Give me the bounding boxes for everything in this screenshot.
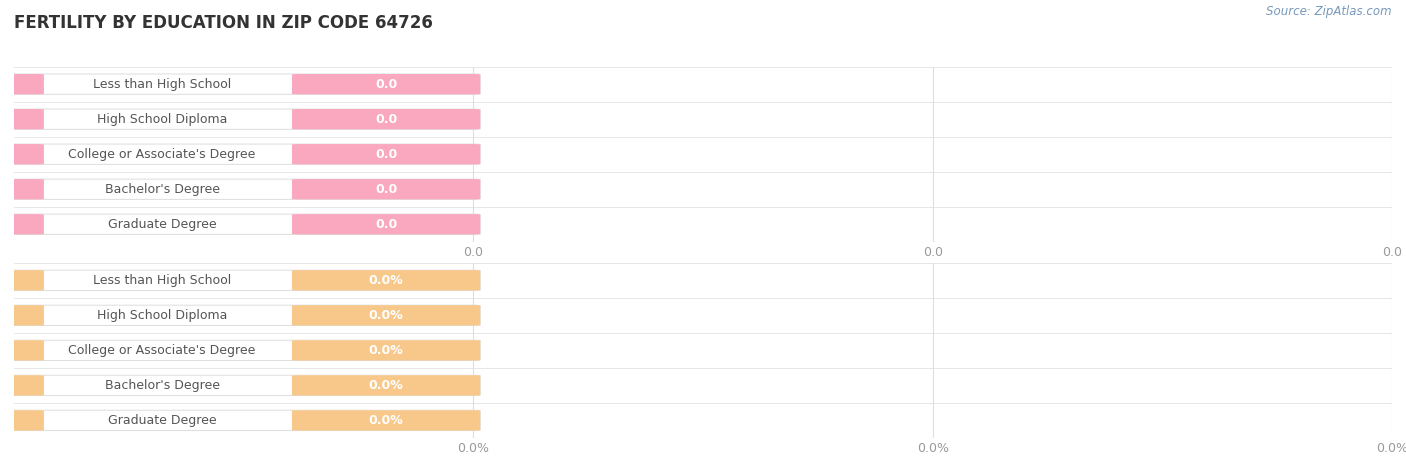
FancyBboxPatch shape	[7, 270, 481, 290]
Text: 0.0%: 0.0%	[368, 379, 404, 392]
FancyBboxPatch shape	[292, 74, 481, 94]
FancyBboxPatch shape	[292, 144, 481, 164]
FancyBboxPatch shape	[292, 214, 481, 234]
FancyBboxPatch shape	[7, 214, 44, 234]
FancyBboxPatch shape	[7, 109, 44, 129]
FancyBboxPatch shape	[7, 74, 44, 94]
FancyBboxPatch shape	[7, 340, 481, 360]
Text: Graduate Degree: Graduate Degree	[108, 414, 217, 427]
FancyBboxPatch shape	[7, 179, 44, 199]
FancyBboxPatch shape	[292, 305, 481, 326]
FancyBboxPatch shape	[7, 270, 44, 290]
FancyBboxPatch shape	[292, 410, 481, 431]
Text: Graduate Degree: Graduate Degree	[108, 218, 217, 231]
Text: 0.0%: 0.0%	[368, 274, 404, 287]
FancyBboxPatch shape	[292, 270, 481, 290]
Text: Bachelor's Degree: Bachelor's Degree	[104, 379, 219, 392]
Text: Less than High School: Less than High School	[93, 78, 231, 90]
FancyBboxPatch shape	[7, 74, 481, 94]
Text: 0.0: 0.0	[375, 148, 398, 161]
FancyBboxPatch shape	[7, 144, 44, 164]
FancyBboxPatch shape	[7, 410, 481, 431]
FancyBboxPatch shape	[292, 179, 481, 199]
Text: 0.0%: 0.0%	[368, 309, 404, 322]
FancyBboxPatch shape	[292, 375, 481, 396]
Text: FERTILITY BY EDUCATION IN ZIP CODE 64726: FERTILITY BY EDUCATION IN ZIP CODE 64726	[14, 14, 433, 32]
Text: High School Diploma: High School Diploma	[97, 113, 228, 126]
FancyBboxPatch shape	[292, 109, 481, 129]
Text: 0.0%: 0.0%	[368, 414, 404, 427]
Text: Source: ZipAtlas.com: Source: ZipAtlas.com	[1267, 5, 1392, 18]
Text: College or Associate's Degree: College or Associate's Degree	[69, 148, 256, 161]
FancyBboxPatch shape	[7, 144, 481, 164]
Text: College or Associate's Degree: College or Associate's Degree	[69, 344, 256, 357]
FancyBboxPatch shape	[7, 305, 44, 326]
Text: Bachelor's Degree: Bachelor's Degree	[104, 183, 219, 196]
Text: 0.0: 0.0	[375, 113, 398, 126]
FancyBboxPatch shape	[7, 179, 481, 199]
FancyBboxPatch shape	[7, 109, 481, 129]
Text: 0.0: 0.0	[375, 78, 398, 90]
Text: Less than High School: Less than High School	[93, 274, 231, 287]
FancyBboxPatch shape	[292, 340, 481, 360]
FancyBboxPatch shape	[7, 410, 44, 431]
FancyBboxPatch shape	[7, 375, 481, 396]
FancyBboxPatch shape	[7, 214, 481, 234]
FancyBboxPatch shape	[7, 340, 44, 360]
Text: High School Diploma: High School Diploma	[97, 309, 228, 322]
FancyBboxPatch shape	[7, 305, 481, 326]
FancyBboxPatch shape	[7, 375, 44, 396]
Text: 0.0: 0.0	[375, 218, 398, 231]
Text: 0.0: 0.0	[375, 183, 398, 196]
Text: 0.0%: 0.0%	[368, 344, 404, 357]
